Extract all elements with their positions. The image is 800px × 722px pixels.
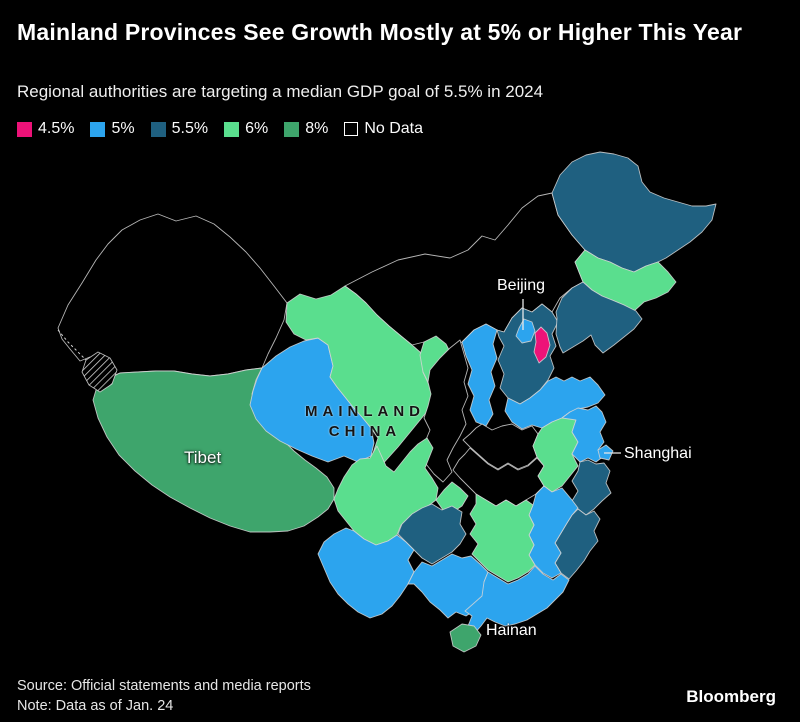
chart-title: Mainland Provinces See Growth Mostly at … <box>17 19 743 45</box>
legend-item-5-5: 5.5% <box>150 120 209 138</box>
chart-subtitle: Regional authorities are targeting a med… <box>17 82 544 101</box>
province-shandong <box>504 376 606 430</box>
province-liaoning <box>555 281 643 354</box>
mainland-china-label: MAINLAND CHINA <box>290 402 440 442</box>
province-tibet <box>92 367 335 533</box>
province-beijing <box>515 318 536 344</box>
province-tianjin <box>533 326 551 364</box>
legend-label: 4.5% <box>38 120 75 137</box>
bloomberg-logo: Bloomberg <box>686 687 776 706</box>
tibet-label: Tibet <box>184 448 222 467</box>
footer-notes: Source: Official statements and media re… <box>17 676 311 716</box>
province-yunnan <box>317 527 415 619</box>
legend-item-4-5: 4.5% <box>17 120 74 138</box>
legend-item-no-data: No Data <box>344 120 423 138</box>
province-hainan <box>449 623 482 653</box>
mainland-china-line1: MAINLAND <box>305 403 425 420</box>
beijing-label: Beijing <box>497 277 546 294</box>
legend-swatch-4-5 <box>17 121 32 137</box>
mainland-china-line2: CHINA <box>328 423 402 440</box>
legend-swatch-5 <box>90 121 106 137</box>
disputed-border-dashed-line <box>57 329 87 361</box>
legend-item-8: 8% <box>284 120 328 138</box>
legend-swatch-5-5 <box>150 121 166 137</box>
source-text: Source: Official statements and media re… <box>17 678 311 694</box>
province-hubei <box>452 447 545 507</box>
note-text: Note: Data as of Jan. 24 <box>17 698 174 714</box>
province-gansu <box>285 285 438 468</box>
province-guangdong <box>464 565 570 635</box>
legend-swatch-8 <box>284 121 300 137</box>
province-shanxi <box>461 323 498 427</box>
legend-item-6: 6% <box>224 120 268 138</box>
legend-swatch-no-data <box>344 122 359 136</box>
legend-item-5: 5% <box>90 120 135 138</box>
shanghai-label: Shanghai <box>624 445 692 462</box>
legend-swatch-6 <box>224 121 240 137</box>
legend-label: No Data <box>364 120 424 137</box>
legend-label: 8% <box>305 120 329 137</box>
legend-label: 5.5% <box>171 120 209 137</box>
legend: 4.5% 5% 5.5% 6% 8% No Data <box>17 120 423 138</box>
legend-label: 5% <box>111 120 135 137</box>
province-zhejiang <box>571 459 612 516</box>
province-hunan <box>469 493 536 583</box>
region-aksai-chin-hatched <box>81 351 118 393</box>
legend-label: 6% <box>245 120 269 137</box>
hainan-label: Hainan <box>486 622 537 639</box>
